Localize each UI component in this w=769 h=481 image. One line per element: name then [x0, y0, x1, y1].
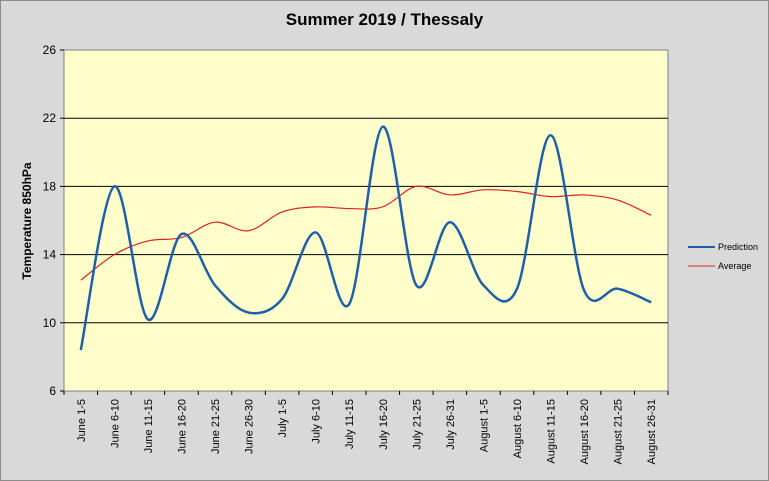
data-point-prediction — [649, 300, 653, 304]
data-point-average — [79, 278, 83, 282]
data-point-prediction — [179, 232, 183, 236]
y-axis-title: Temperature 850hPa — [20, 162, 34, 279]
legend-label-prediction: Prediction — [718, 242, 758, 252]
y-tick-labels: 6 10 14 18 22 26 — [43, 43, 64, 398]
x-tick-label: August 1-5 — [478, 399, 490, 452]
x-tick-label: August 21-25 — [613, 399, 625, 464]
x-tick-labels: June 1-5 June 6-10 June 11-15 June 16-20 Jun… — [63, 391, 669, 464]
data-point-prediction — [347, 302, 351, 306]
data-point-average — [280, 210, 284, 214]
x-tick-label: July 1-5 — [277, 399, 289, 438]
y-tick-label: 6 — [49, 384, 56, 398]
data-point-average — [616, 198, 620, 202]
series-layer — [79, 125, 653, 352]
data-point-prediction — [280, 297, 284, 301]
data-point-prediction — [414, 283, 418, 287]
x-tick-label: August 16-20 — [579, 399, 591, 464]
y-tick-label: 22 — [43, 111, 57, 125]
data-point-prediction — [481, 283, 485, 287]
x-tick-label: August 26-31 — [646, 399, 658, 464]
data-point-prediction — [247, 311, 251, 315]
data-point-prediction — [515, 287, 519, 291]
x-tick-label: June 16-20 — [176, 399, 188, 454]
data-point-average — [649, 213, 653, 217]
data-point-prediction — [79, 348, 83, 352]
plot-area — [63, 49, 669, 392]
data-point-prediction — [549, 133, 553, 137]
legend-label-average: Average — [718, 261, 751, 271]
y-tick-label: 18 — [43, 179, 57, 193]
data-point-prediction — [314, 230, 318, 234]
data-point-prediction — [448, 220, 452, 224]
data-point-average — [481, 188, 485, 192]
x-tick-label: June 6-10 — [109, 399, 121, 448]
x-tick-label: June 1-5 — [76, 399, 88, 442]
data-point-prediction — [112, 184, 116, 188]
y-tick-label: 10 — [43, 316, 57, 330]
x-tick-label: July 26-31 — [445, 399, 457, 450]
x-tick-label: August 11-15 — [546, 399, 558, 464]
data-point-average — [213, 220, 217, 224]
data-point-prediction — [616, 287, 620, 291]
x-tick-label: August 6-10 — [512, 399, 524, 458]
data-point-prediction — [582, 288, 586, 292]
data-point-average — [448, 193, 452, 197]
data-point-prediction — [213, 283, 217, 287]
x-tick-label: July 16-20 — [378, 399, 390, 450]
x-tick-label: June 26-30 — [244, 399, 256, 454]
y-tick-label: 26 — [43, 43, 57, 57]
x-tick-label: June 11-15 — [143, 399, 155, 453]
chart-title: Summer 2019 / Thessaly — [285, 10, 484, 29]
data-point-average — [381, 205, 385, 209]
x-tick-label: July 11-15 — [344, 399, 356, 449]
data-point-prediction — [146, 317, 150, 321]
data-point-average — [515, 190, 519, 194]
data-point-average — [549, 195, 553, 199]
data-point-average — [582, 193, 586, 197]
series-line-prediction — [79, 125, 652, 351]
data-point-average — [146, 239, 150, 243]
data-point-average — [247, 229, 251, 233]
x-tick-label: July 6-10 — [311, 399, 323, 444]
legend: Prediction Average — [688, 242, 758, 271]
grid-layer — [64, 117, 668, 324]
data-point-average — [112, 253, 116, 257]
data-point-average — [347, 207, 351, 211]
y-tick-label: 14 — [43, 248, 57, 262]
data-point-average — [414, 184, 418, 188]
data-point-prediction — [381, 125, 385, 129]
x-tick-label: June 21-25 — [210, 399, 222, 454]
x-tick-label: July 21-25 — [411, 399, 423, 450]
data-point-average — [314, 205, 318, 209]
